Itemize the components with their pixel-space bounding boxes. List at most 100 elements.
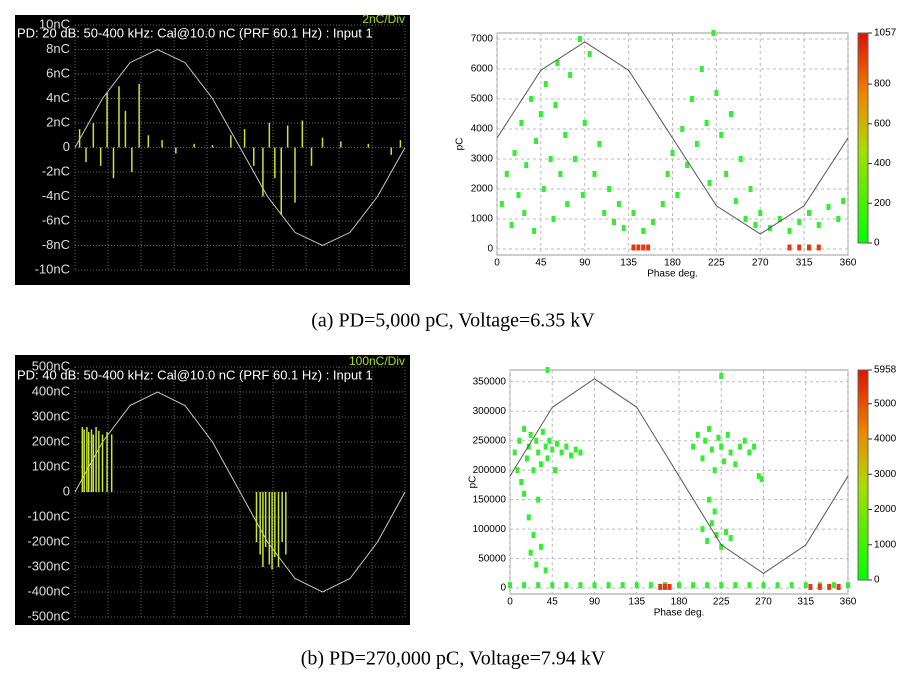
pd-point bbox=[531, 467, 536, 474]
pd-point bbox=[733, 582, 738, 589]
pd-point bbox=[515, 467, 520, 474]
pd-point bbox=[719, 543, 724, 550]
pd-point bbox=[526, 514, 531, 521]
scope-background bbox=[15, 355, 410, 625]
pd-point bbox=[548, 156, 553, 162]
pd-point bbox=[592, 171, 597, 177]
reference-sine bbox=[74, 48, 406, 247]
pd-point bbox=[504, 171, 509, 177]
pd-point bbox=[519, 120, 524, 126]
colorbar-tick-label: 800 bbox=[874, 79, 891, 90]
pd-point bbox=[690, 96, 694, 102]
x-axis-label: Phase deg. bbox=[654, 608, 705, 619]
pd-point bbox=[531, 532, 536, 539]
pd-point bbox=[719, 582, 724, 589]
pd-point bbox=[536, 582, 541, 589]
colorbar bbox=[857, 369, 869, 581]
pd-point bbox=[670, 150, 675, 156]
x-tick-label: 90 bbox=[589, 597, 601, 608]
pd-point bbox=[528, 549, 533, 556]
pd-point bbox=[534, 561, 539, 568]
pd-point bbox=[709, 446, 714, 453]
pd-point bbox=[714, 90, 719, 96]
caption: (b) PD=270,000 pC, Voltage=7.94 kV bbox=[301, 648, 606, 670]
pd-point bbox=[761, 582, 766, 589]
y-tick-label: 500nC bbox=[32, 358, 70, 373]
y-tick-label: 150000 bbox=[473, 494, 507, 505]
pd-point bbox=[522, 210, 527, 216]
pd-point bbox=[719, 132, 724, 138]
x-tick-label: 360 bbox=[840, 597, 857, 608]
y-axis-label: pC bbox=[468, 476, 479, 489]
pd-point bbox=[826, 204, 831, 210]
y-tick-label: 0 bbox=[487, 244, 493, 255]
y-tick-label: 8nC bbox=[46, 41, 70, 56]
pd-point bbox=[540, 428, 545, 435]
pd-point bbox=[756, 473, 761, 480]
pd-point bbox=[641, 228, 646, 234]
pd-point bbox=[592, 582, 597, 589]
pd-point bbox=[550, 446, 555, 453]
pd-point bbox=[742, 437, 747, 444]
pd-point bbox=[797, 244, 802, 251]
pd-point bbox=[528, 431, 533, 438]
pd-point bbox=[691, 582, 696, 589]
pd-point bbox=[707, 496, 712, 503]
x-tick-label: 45 bbox=[547, 597, 559, 608]
pd-point bbox=[641, 244, 646, 251]
y-tick-label: 6nC bbox=[46, 65, 70, 80]
pd-point bbox=[577, 36, 582, 42]
pd-point bbox=[508, 582, 512, 589]
pd-point bbox=[569, 452, 574, 459]
y-tick-label: -2nC bbox=[42, 163, 70, 178]
y-tick-label: 300nC bbox=[32, 408, 70, 423]
pd-point bbox=[573, 156, 577, 162]
pd-point bbox=[831, 582, 836, 589]
pd-point bbox=[707, 180, 712, 186]
pd-point bbox=[532, 228, 537, 234]
pd-point bbox=[578, 449, 583, 456]
pd-point bbox=[634, 582, 639, 589]
pd-point bbox=[646, 244, 651, 251]
pd-point bbox=[808, 583, 813, 590]
y-tick-label: -4nC bbox=[42, 188, 70, 203]
pd-point bbox=[526, 443, 531, 450]
scope-header: PD: 40 dB: 50-400 kHz: Cal@10.0 nC (PRF … bbox=[17, 367, 373, 382]
pd-point bbox=[705, 537, 710, 544]
pd-point bbox=[836, 583, 841, 590]
colorbar bbox=[857, 32, 869, 244]
pd-point bbox=[621, 225, 626, 231]
pd-point bbox=[738, 156, 743, 162]
pd-point bbox=[724, 171, 729, 177]
pd-point bbox=[758, 210, 763, 216]
y-tick-label: 300000 bbox=[473, 406, 507, 417]
x-tick-label: 360 bbox=[840, 258, 857, 269]
pd-point bbox=[538, 461, 543, 468]
y-tick-label: 4nC bbox=[46, 90, 70, 105]
x-tick-label: 225 bbox=[713, 597, 730, 608]
pd-point bbox=[651, 219, 655, 225]
pd-point bbox=[789, 582, 794, 589]
y-tick-label: 350000 bbox=[473, 376, 507, 387]
pd-point bbox=[543, 81, 548, 87]
scale-label: 2nC/Div bbox=[362, 12, 405, 26]
y-tick-label: -400nC bbox=[27, 583, 70, 598]
pd-point bbox=[787, 244, 792, 251]
y-tick-label: -8nC bbox=[42, 237, 70, 252]
x-tick-label: 315 bbox=[796, 258, 813, 269]
scope-background bbox=[15, 15, 410, 285]
pd-point bbox=[522, 490, 527, 497]
pd-point bbox=[752, 443, 757, 450]
pd-point bbox=[547, 437, 552, 444]
colorbar-tick-label: 200 bbox=[874, 198, 891, 209]
pd-point bbox=[580, 192, 585, 198]
pd-point bbox=[707, 425, 712, 432]
y-tick-label: 0 bbox=[63, 139, 70, 154]
pd-point bbox=[711, 30, 716, 36]
y-tick-label: -6nC bbox=[42, 212, 70, 227]
colorbar-tick-label: 600 bbox=[874, 118, 891, 129]
x-tick-label: 90 bbox=[579, 258, 591, 269]
pd-point bbox=[631, 244, 636, 251]
pd-point bbox=[536, 496, 541, 503]
